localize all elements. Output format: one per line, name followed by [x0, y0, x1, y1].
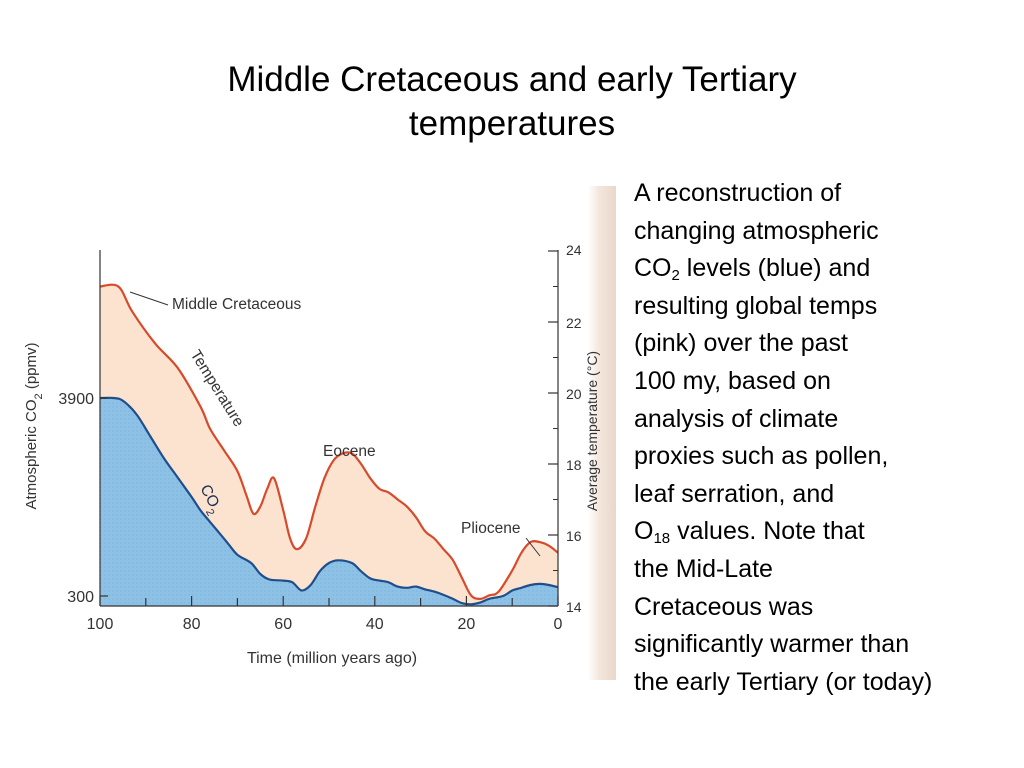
- pliocene-leader: [525, 537, 541, 557]
- desc-line: leaf serration, and: [634, 479, 835, 508]
- right-axis-ticks: 14 16 18 20 22 24: [548, 242, 582, 615]
- desc-line: significantly warmer than: [634, 630, 910, 659]
- slide-title: Middle Cretaceous and early Tertiary tem…: [0, 58, 1024, 146]
- desc-line: O18 values. Note that: [634, 517, 865, 548]
- temperature-line: [100, 283, 558, 601]
- slide-title-line-1: Middle Cretaceous and early Tertiary: [227, 60, 797, 99]
- x-tick-label: 60: [274, 616, 292, 633]
- x-axis-ticks: 100 80 60 40 20 0: [87, 596, 563, 633]
- desc-line: the early Tertiary (or today): [634, 667, 933, 696]
- slide-title-line-2: temperatures: [408, 104, 616, 143]
- x-tick-label: 20: [458, 616, 476, 633]
- left-tick-label: 300: [67, 589, 94, 606]
- right-tick-label: 24: [566, 242, 582, 258]
- x-axis-title: Time (million years ago): [247, 650, 417, 667]
- desc-line: 100 my, based on: [634, 366, 831, 395]
- desc-line: A reconstruction of: [634, 179, 842, 207]
- right-tick-label: 20: [566, 386, 582, 402]
- left-tick-label: 3900: [58, 391, 94, 408]
- right-tick-label: 22: [566, 315, 582, 331]
- middle-cretaceous-label: Middle Cretaceous: [172, 296, 301, 313]
- right-tick-label: 16: [566, 528, 582, 544]
- desc-line: the Mid-Late: [634, 554, 773, 583]
- right-axis-title: Average temperature (°C): [584, 351, 600, 511]
- left-axis-title: Atmospheric CO2 (ppmv): [23, 342, 45, 509]
- eocene-label: Eocene: [323, 443, 376, 460]
- right-tick-label: 14: [566, 599, 582, 615]
- figure-scan-edge: [588, 186, 616, 680]
- desc-line: proxies such as pollen,: [634, 442, 889, 471]
- desc-line: Cretaceous was: [634, 592, 814, 621]
- pliocene-label: Pliocene: [461, 520, 520, 537]
- left-axis-ticks: 300 3900: [58, 391, 108, 606]
- desc-line: changing atmospheric: [634, 216, 879, 245]
- co2-temperature-chart: 100 80 60 40 20 0 300 3900 14 16 18 20 22 24 Time (…: [23, 242, 600, 667]
- desc-line: CO2 levels (blue) and: [634, 254, 871, 285]
- desc-line: resulting global temps: [634, 291, 878, 320]
- x-tick-label: 0: [554, 616, 563, 633]
- description-text: A reconstruction of changing atmospheric…: [634, 175, 1014, 701]
- x-tick-label: 100: [87, 616, 114, 633]
- desc-line: analysis of climate: [634, 404, 839, 433]
- right-tick-label: 18: [566, 457, 582, 473]
- middle-cretaceous-leader: [129, 291, 169, 306]
- x-tick-label: 40: [366, 616, 384, 633]
- co2-area: [100, 397, 558, 606]
- x-tick-label: 80: [183, 616, 201, 633]
- desc-line: (pink) over the past: [634, 329, 848, 358]
- co2-line: [100, 396, 558, 606]
